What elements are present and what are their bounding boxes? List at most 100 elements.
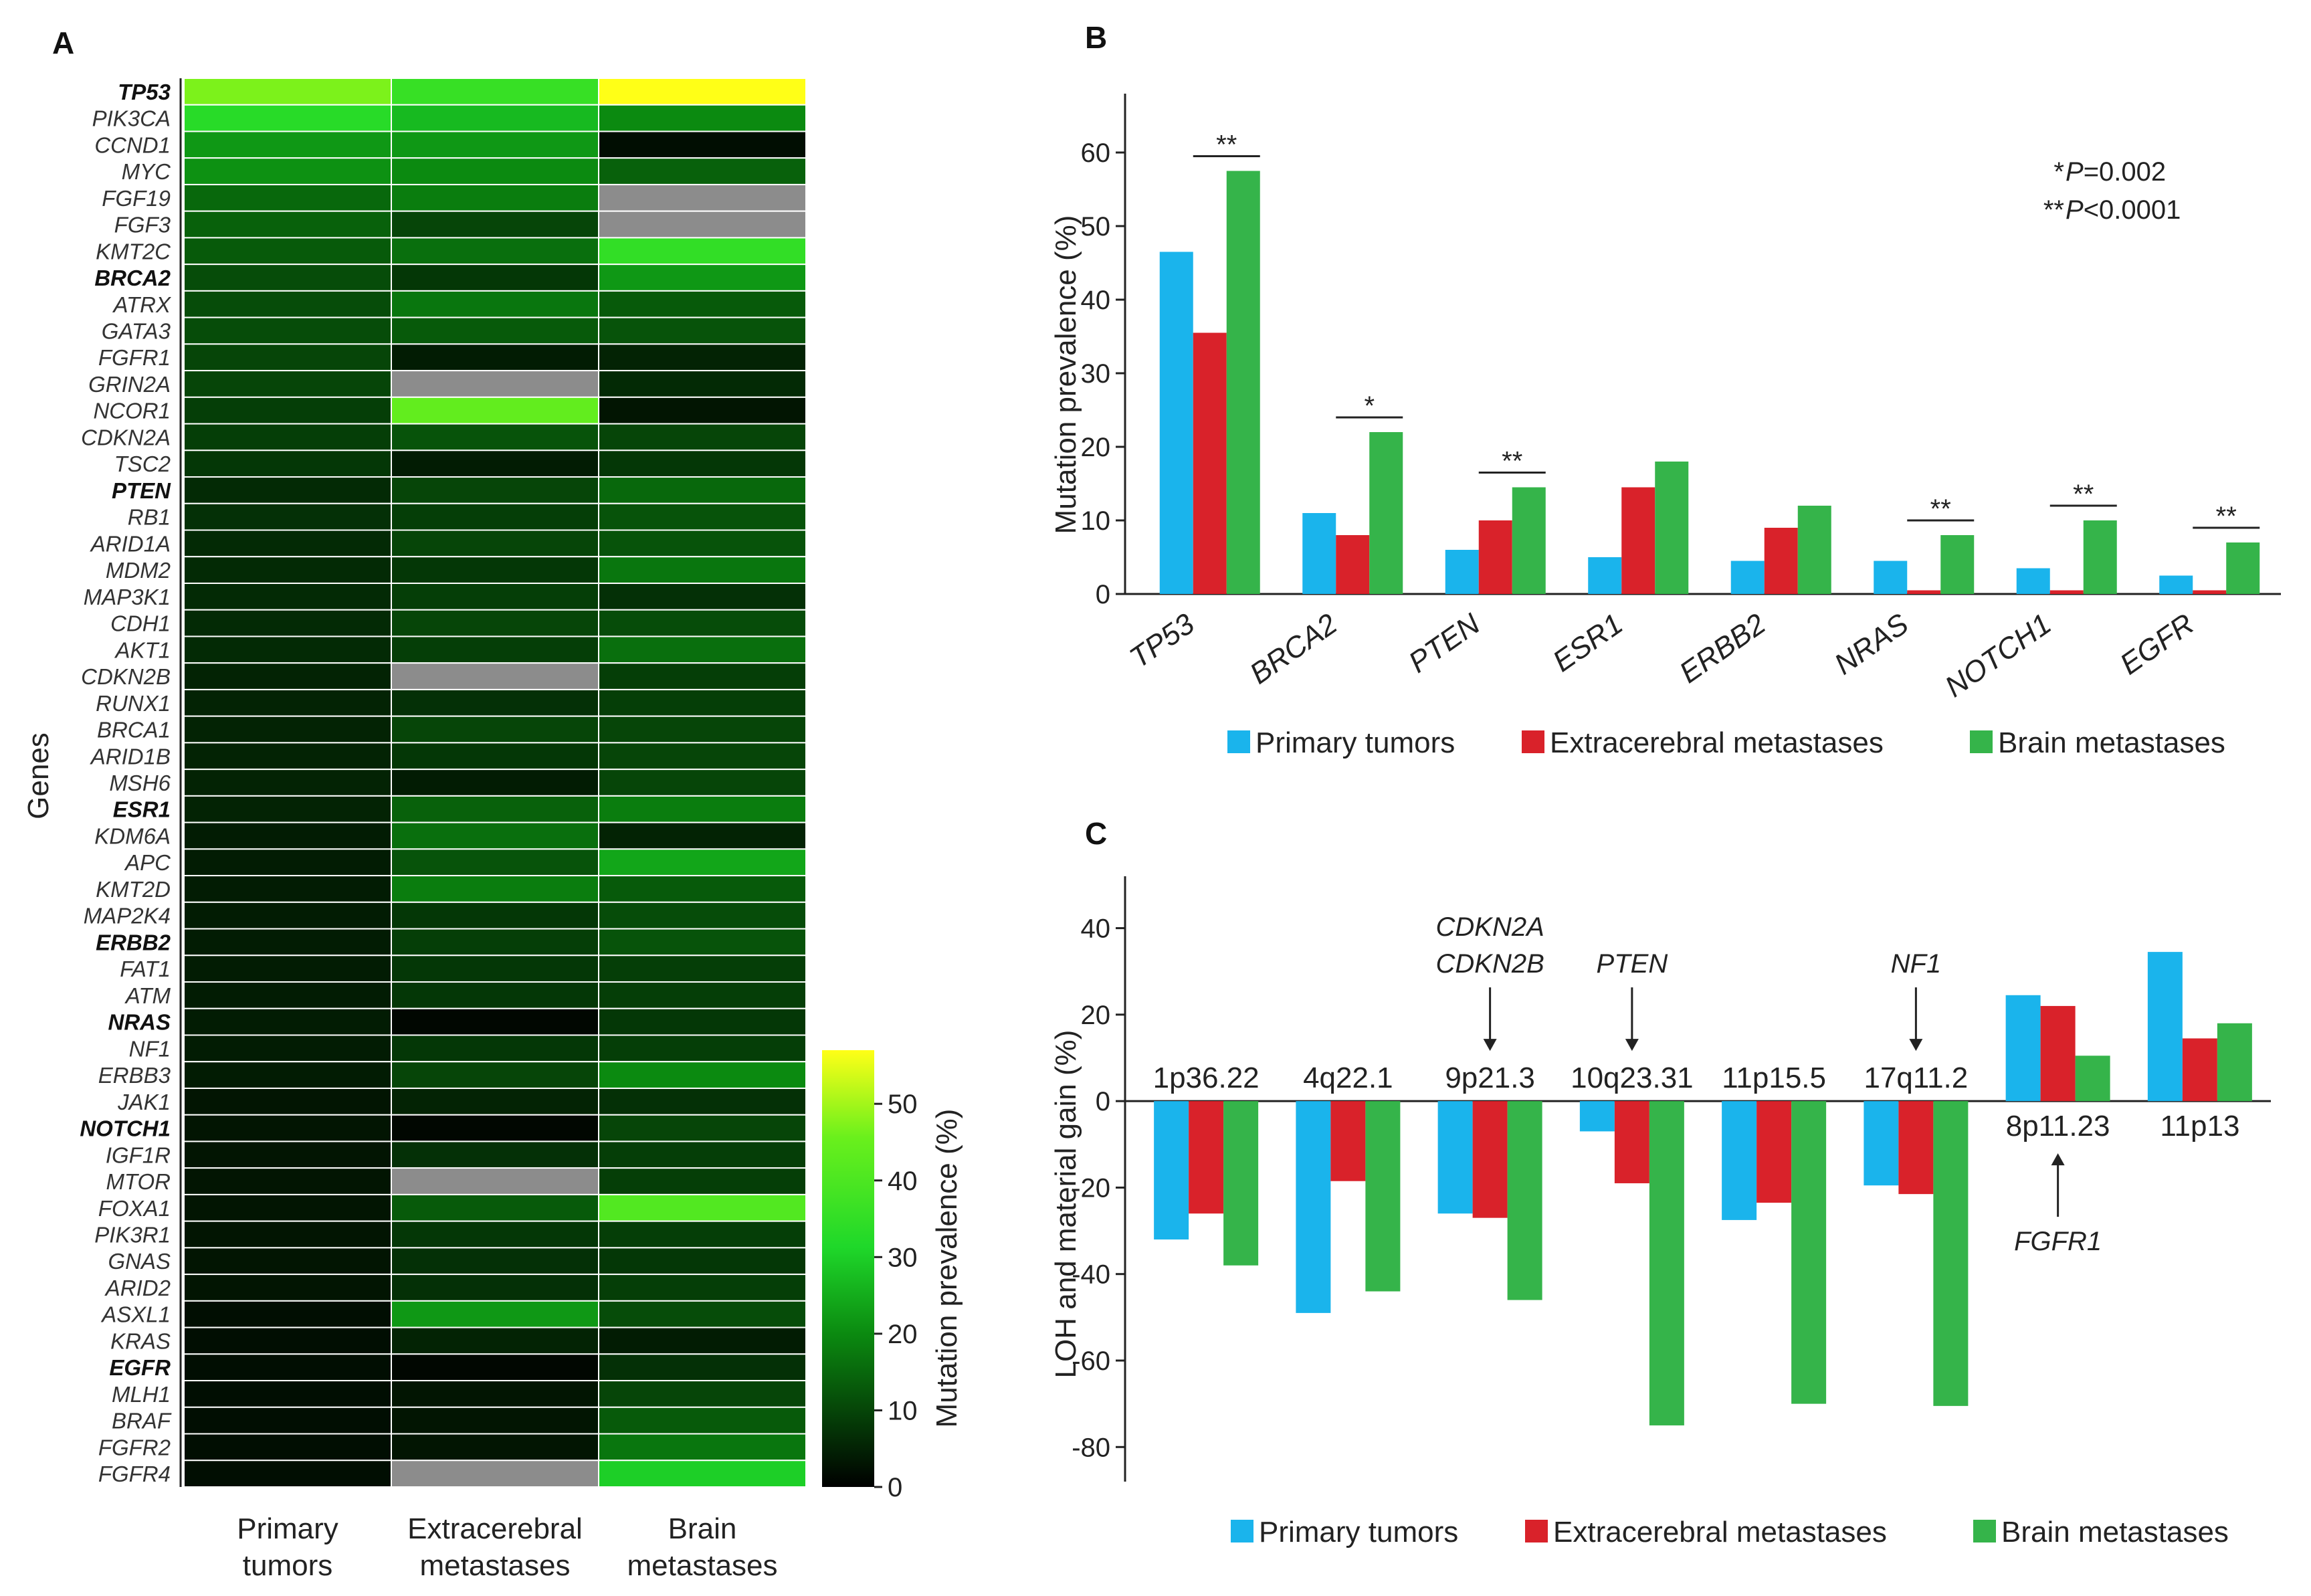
heatmap-cell — [598, 1167, 807, 1195]
panel-b-y-tick-label: 50 — [1081, 212, 1111, 241]
panel-b-bar — [2083, 520, 2117, 594]
heatmap-cell — [391, 264, 599, 292]
heatmap-cell — [598, 1087, 807, 1116]
heatmap-cell — [183, 662, 392, 690]
heatmap-column-label: metastases — [627, 1549, 778, 1582]
heatmap-cell — [183, 955, 392, 983]
panel-c-bar — [1791, 1101, 1827, 1404]
heatmap-cell — [183, 370, 392, 398]
panel-b-bar — [1159, 252, 1193, 594]
heatmap-gene-labels: TP53PIK3CACCND1MYCFGF19FGF3KMT2CBRCA2ATR… — [80, 80, 172, 1486]
panel-b-bar — [2049, 590, 2084, 594]
panel-c-y-tick-label: 40 — [1081, 914, 1111, 944]
gene-label: MYC — [122, 159, 172, 184]
panel-b-category-label: ERBB2 — [1674, 607, 1771, 690]
heatmap-cell — [598, 1193, 807, 1222]
heatmap-column-label: metastases — [420, 1549, 571, 1582]
heatmap-cell — [391, 130, 599, 159]
heatmap-cell — [598, 237, 807, 266]
heatmap-cell — [598, 316, 807, 345]
panel-b-bar — [1907, 590, 1941, 594]
panel-b-bar — [2193, 590, 2227, 594]
panel-b-significance-stars: ** — [2073, 480, 2094, 509]
heatmap-cell — [391, 316, 599, 345]
panel-b-significance-stars: ** — [1930, 494, 1951, 524]
panel-c-y-tick-label: -60 — [1072, 1346, 1110, 1376]
gene-label: MSH6 — [109, 771, 171, 795]
panel-b-bar — [1797, 506, 1831, 594]
panel-b-bar — [1226, 171, 1260, 594]
heatmap-cell — [183, 1193, 392, 1222]
gene-label: ATRX — [112, 292, 172, 317]
gene-label: JAK1 — [117, 1090, 171, 1114]
heatmap-cell — [598, 1007, 807, 1036]
panel-c-y-axis-label: LOH and material gain (%) — [1049, 1030, 1082, 1379]
panel-c-bar — [2075, 1056, 2110, 1102]
panel-c-bar — [1649, 1101, 1684, 1425]
panel-c-y-tick-label: -20 — [1072, 1173, 1110, 1203]
heatmap-cell — [183, 1220, 392, 1249]
heatmap-cell — [391, 875, 599, 903]
heatmap-cell — [391, 1353, 599, 1382]
heatmap-cell — [391, 1274, 599, 1302]
heatmap-cell — [391, 795, 599, 823]
heatmap-cell — [391, 1433, 599, 1462]
gene-label: ASXL1 — [100, 1302, 171, 1327]
gene-label: KMT2C — [96, 239, 171, 264]
heatmap-cell — [598, 529, 807, 558]
heatmap-cell — [598, 343, 807, 372]
panel-c-category-label: 11p15.5 — [1722, 1062, 1826, 1094]
panel-b-bar — [2016, 568, 2050, 594]
heatmap-cell — [183, 78, 392, 106]
heatmap-cell — [183, 901, 392, 930]
heatmap-cell — [391, 901, 599, 930]
heatmap-cell — [598, 1061, 807, 1089]
gene-label: MAP3K1 — [84, 585, 171, 609]
panel-b-y-tick-label: 30 — [1081, 359, 1111, 389]
heatmap-cell — [598, 981, 807, 1009]
gene-label: ARID2 — [104, 1276, 171, 1300]
pvalue-p-1: P — [2066, 157, 2084, 187]
pvalue-text-2: <0.0001 — [2084, 195, 2181, 225]
heatmap-cell — [183, 450, 392, 478]
heatmap-cell — [598, 955, 807, 983]
gene-label: PTEN — [112, 478, 171, 503]
panel-c-arrow-head — [1909, 1039, 1923, 1052]
legend-swatch — [1970, 730, 1993, 753]
heatmap-column-label: tumors — [243, 1549, 332, 1582]
heatmap-cell — [391, 688, 599, 717]
gene-label: FGFR4 — [98, 1462, 171, 1486]
gene-label: RUNX1 — [96, 691, 171, 716]
heatmap-cell — [183, 1247, 392, 1276]
gene-label: ESR1 — [113, 797, 171, 822]
panel-b-bar — [1512, 487, 1546, 594]
panel-c-bar — [1756, 1101, 1792, 1203]
heatmap-cell — [598, 715, 807, 744]
heatmap-cell — [391, 556, 599, 584]
pvalue-line-2: P<0.0001 — [2066, 195, 2181, 225]
heatmap-cell — [183, 795, 392, 823]
panel-c-gene-annotations: CDKN2A CDKN2B PTEN NF1 FGFR1 — [1435, 912, 2102, 1256]
heatmap-cell — [598, 104, 807, 132]
gene-label: GRIN2A — [88, 372, 171, 397]
gene-label: ARID1A — [90, 531, 171, 556]
heatmap-cell — [598, 210, 807, 239]
heatmap-cell — [391, 1300, 599, 1328]
heatmap-cell — [391, 848, 599, 877]
panel-c-category-labels: 1p36.22 4q22.1 9p21.3 10q23.31 11p15.5 17q11.… — [1153, 1062, 2240, 1142]
heatmap-cell — [598, 1300, 807, 1328]
gene-label: PIK3CA — [92, 106, 171, 131]
panel-a-heatmap: A Genes TP53PIK3CACCND1MYCFGF19FGF3KMT2C… — [22, 25, 963, 1582]
legend-swatch — [1525, 1520, 1548, 1542]
gene-label: CDKN2A — [81, 425, 171, 450]
heatmap-cell — [183, 529, 392, 558]
panel-b-pvalue-note: * P=0.002 ** P<0.0001 — [2043, 157, 2181, 225]
gene-label: IGF1R — [106, 1142, 171, 1167]
gene-label: ERBB3 — [98, 1063, 171, 1088]
heatmap-cell — [598, 688, 807, 717]
heatmap-cell — [391, 476, 599, 504]
panel-c-legend: Primary tumors Extracerebral metastases Br… — [1231, 1516, 2229, 1549]
legend-label: Primary tumors — [1255, 726, 1455, 759]
heatmap-cell — [183, 343, 392, 372]
gene-label: ERBB2 — [96, 930, 171, 955]
